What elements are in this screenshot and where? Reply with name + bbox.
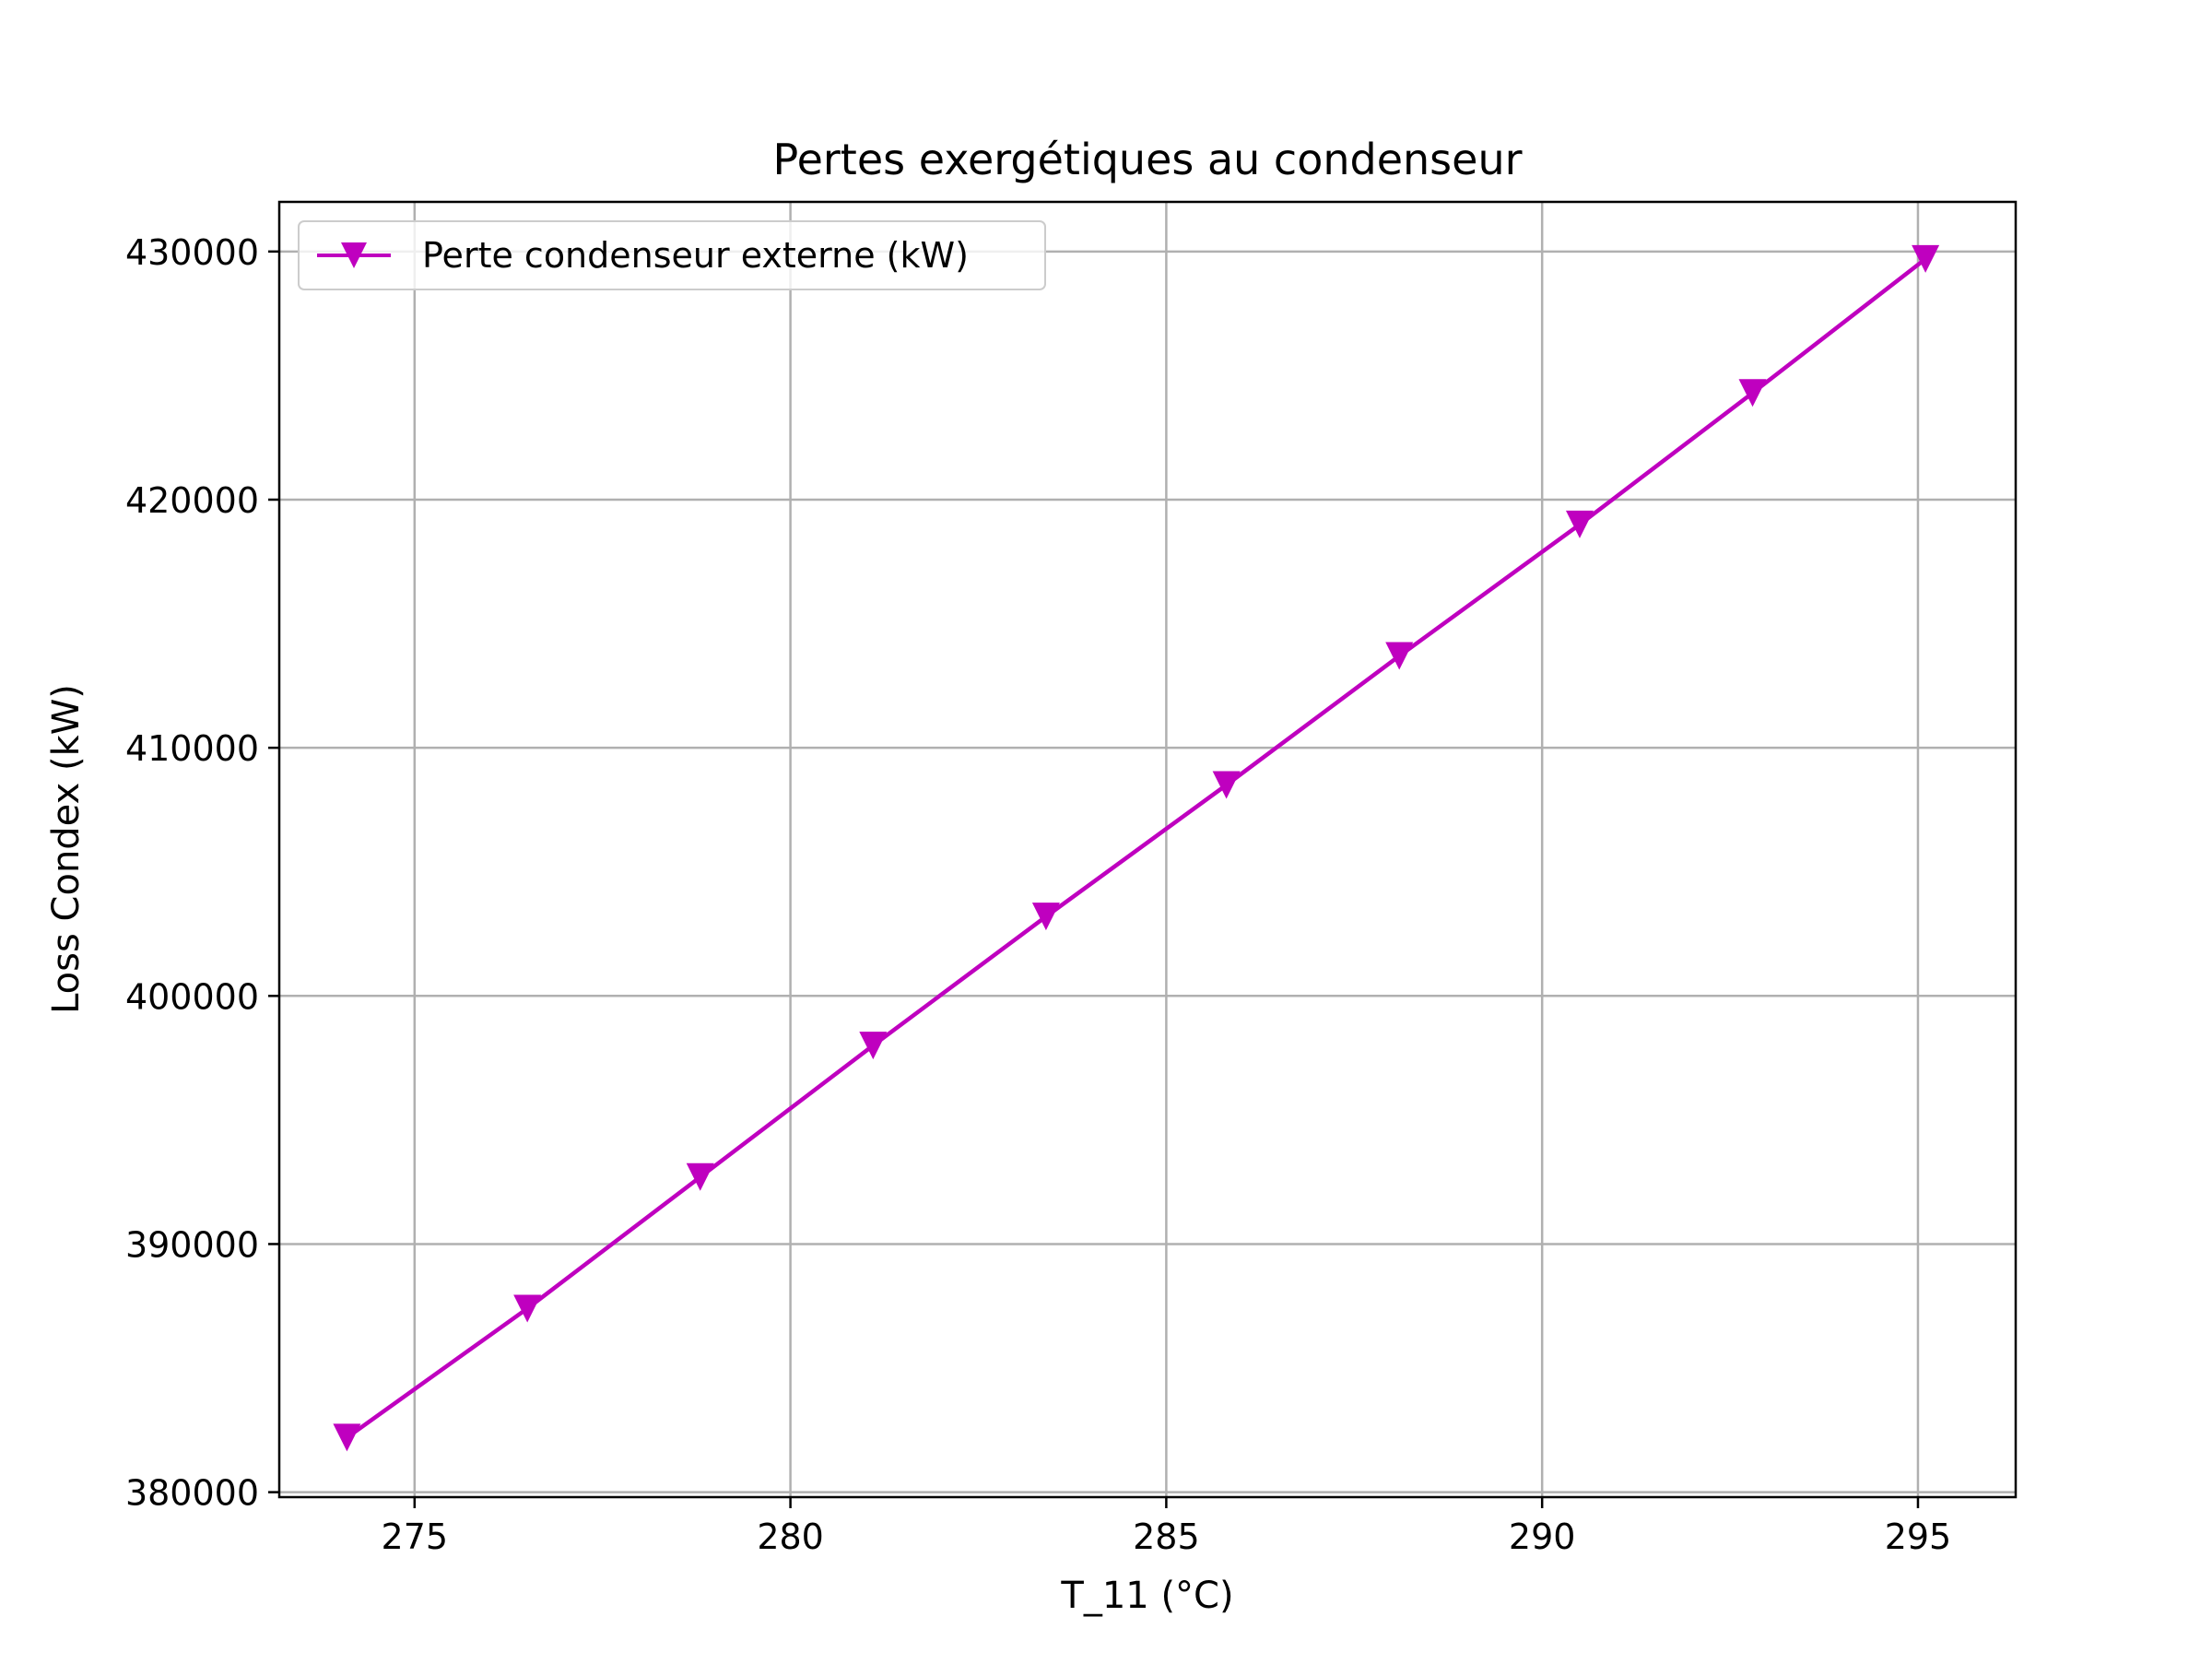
plot-frame xyxy=(277,200,2018,1499)
legend-marker-swatch xyxy=(341,242,367,268)
grid-lines xyxy=(279,202,2016,1497)
y-axis-label: Loss Condex (kW) xyxy=(45,684,88,1014)
data-point-marker xyxy=(686,1162,714,1191)
x-tick-label: 295 xyxy=(1885,1516,1952,1557)
data-point-marker xyxy=(513,1294,542,1323)
data-point-marker xyxy=(333,1423,361,1452)
y-tick-label: 420000 xyxy=(125,480,259,521)
y-tick-label: 380000 xyxy=(125,1473,259,1514)
axis-ticks: 275 280 285 290 295 380000 390000 400000 410000 4… xyxy=(125,232,1951,1557)
x-axis-label: T_11 (°C) xyxy=(1060,1575,1233,1617)
data-point-marker xyxy=(1031,903,1060,931)
legend: Perte condenseur externe (kW) xyxy=(298,220,1046,290)
series-line xyxy=(346,257,1927,1440)
y-tick-label: 410000 xyxy=(125,728,259,769)
x-tick-label: 275 xyxy=(382,1516,449,1557)
y-tick-label: 390000 xyxy=(125,1224,259,1265)
data-point-marker xyxy=(1565,510,1594,538)
legend-box xyxy=(298,220,1046,290)
data-point-marker xyxy=(1212,771,1241,799)
x-tick-label: 290 xyxy=(1509,1516,1576,1557)
data-point-marker xyxy=(1738,379,1767,407)
data-point-marker xyxy=(859,1032,888,1060)
x-tick-label: 280 xyxy=(757,1516,824,1557)
chart-title: Pertes exergétiques au condenseur xyxy=(772,135,1522,184)
x-tick-label: 285 xyxy=(1133,1516,1200,1557)
data-point-marker xyxy=(1385,642,1414,670)
data-point-marker xyxy=(1912,244,1940,273)
series-layer xyxy=(333,244,1940,1452)
y-tick-label: 400000 xyxy=(125,976,259,1017)
y-tick-label: 430000 xyxy=(125,232,259,273)
legend-label: Perte condenseur externe (kW) xyxy=(422,235,969,276)
